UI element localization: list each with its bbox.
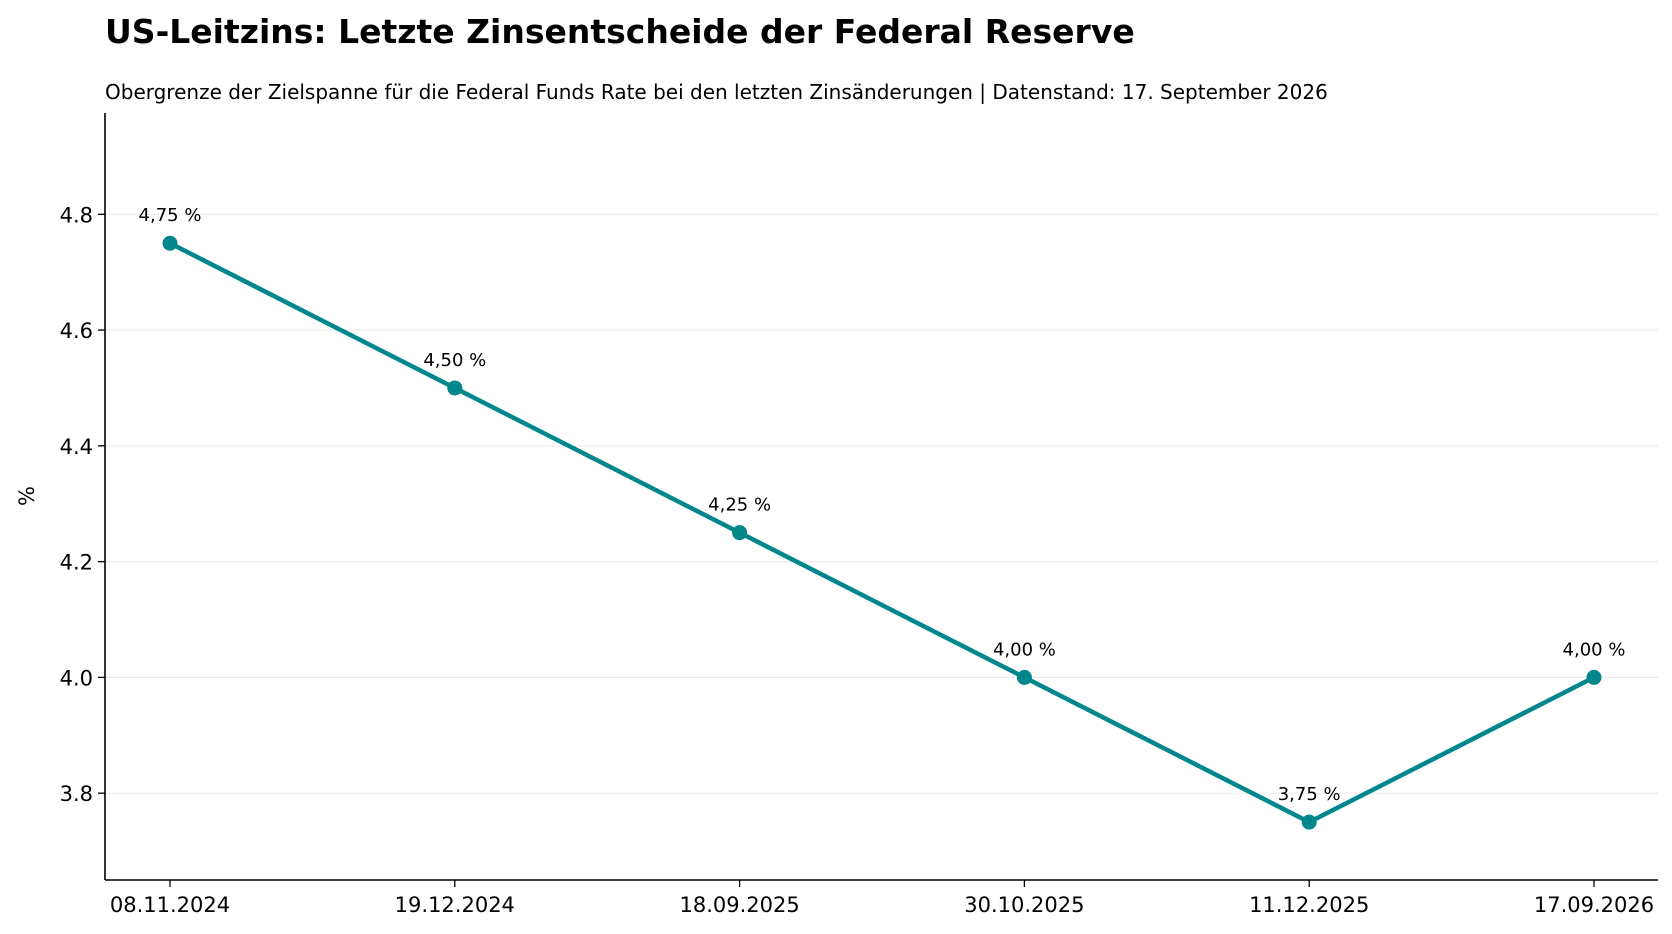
data-label: 3,75 % [1278,784,1341,805]
data-point [447,380,463,396]
chart-title: US-Leitzins: Letzte Zinsentscheide der F… [105,12,1135,51]
x-tick-label: 17.09.2026 [1534,893,1654,917]
y-tick-label: 3.8 [60,782,93,806]
series-line [167,240,1597,825]
data-point [162,235,178,251]
x-tick-label: 19.12.2024 [395,893,515,917]
series-line-layer [167,240,1597,825]
data-label: 4,00 % [1563,639,1626,660]
y-tick-label: 4.8 [60,203,93,227]
x-tick-label: 11.12.2025 [1249,893,1369,917]
x-tick-label: 30.10.2025 [964,893,1084,917]
data-label: 4,75 % [139,205,202,226]
data-point [1301,814,1317,830]
x-tick-label: 08.11.2024 [110,893,230,917]
data-label: 4,00 % [993,639,1056,660]
data-point [1586,669,1602,685]
data-label: 4,50 % [423,350,486,371]
y-tick-label: 4.2 [60,551,93,575]
data-labels: 4,75 % 4,50 % 4,25 % 4,00 % 3,75 % 4,00 % [139,205,1626,805]
data-points [162,235,1602,830]
y-tick-label: 4.4 [60,435,93,459]
data-point [1016,669,1032,685]
x-tick-label: 18.09.2025 [679,893,799,917]
chart-subtitle: Obergrenze der Zielspanne für die Federa… [105,80,1328,104]
y-axis-label: % [15,486,39,506]
data-label: 4,25 % [708,495,771,516]
y-tick-label: 4.6 [60,319,93,343]
data-point [732,525,748,541]
gridlines [105,213,1658,794]
y-tick-label: 4.0 [60,666,93,690]
axes: 3.8 4.0 4.2 4.4 4.6 4.8 08.11.2024 19.12.2024 18… [60,113,1658,917]
